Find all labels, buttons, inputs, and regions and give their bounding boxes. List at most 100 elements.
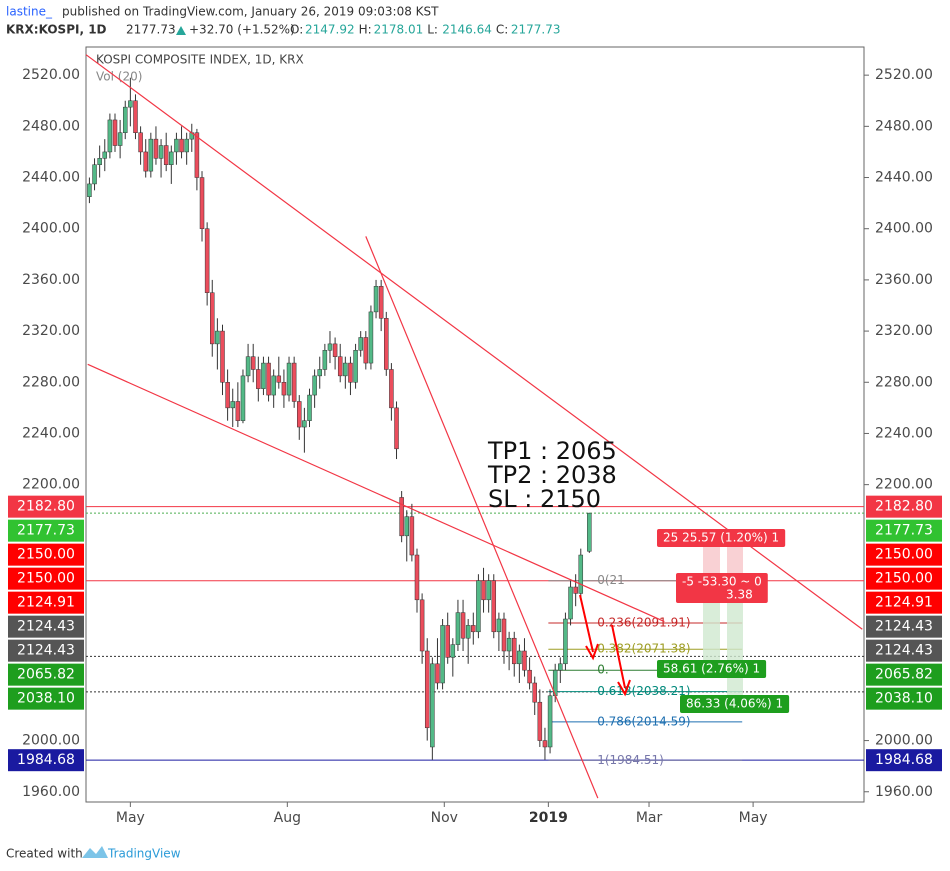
annotation: SL : 2150 [488, 485, 601, 513]
price-label-box [8, 687, 84, 710]
candle-body [542, 740, 548, 748]
candle-body [302, 420, 307, 428]
y-tick-label: 2440.00 [875, 170, 933, 186]
price-label-box [866, 591, 942, 614]
footer-created: Created with [6, 847, 83, 861]
candle-body [506, 637, 512, 652]
candle-body [394, 407, 399, 450]
y-tick-label: 2520.00 [22, 67, 80, 83]
plot-frame [85, 46, 865, 803]
candle-body [250, 356, 256, 370]
candle-body [399, 497, 404, 537]
price-label-box [866, 615, 942, 638]
candle-body [532, 682, 537, 703]
candle-body [358, 337, 363, 351]
price-label-box [866, 663, 942, 686]
y-tick-label: 2520.00 [875, 67, 933, 83]
candle-body [445, 625, 450, 658]
footer-brand[interactable]: TradingView [107, 847, 181, 861]
position-box [657, 660, 767, 678]
price-label-box [8, 615, 84, 638]
candle-body [430, 663, 435, 748]
price-label-box [866, 519, 942, 542]
candle-body [276, 375, 282, 383]
candle-body [97, 158, 102, 165]
price-label-box [8, 639, 84, 662]
arrow [579, 594, 631, 697]
y-tick-label: 2280.00 [875, 374, 933, 390]
candle-body [501, 618, 507, 652]
user[interactable]: lastine_ [6, 5, 53, 19]
ohlc-value: 2178.01 [374, 23, 424, 37]
candle-body [133, 100, 138, 133]
candle-body [460, 612, 466, 639]
candle-body [373, 286, 379, 313]
ohlc-value: 2177.73 [511, 23, 561, 37]
ohlc-key: C: [496, 23, 508, 37]
price-label: 1984.68 [875, 752, 933, 768]
candle-body [204, 228, 210, 293]
candle-body [409, 516, 415, 556]
candle-body [414, 554, 420, 601]
y-tick-label: 2400.00 [22, 221, 80, 237]
annotation: TP2 : 2038 [487, 461, 617, 489]
position-box [657, 529, 786, 547]
chart-title: KOSPI COMPOSITE INDEX, 1D, KRX [96, 53, 304, 67]
candle-body [215, 330, 220, 345]
candle-body [486, 580, 491, 601]
reward-zone [727, 600, 743, 700]
fib-label: 0.618(2038.21) [597, 684, 690, 698]
candle-body [291, 362, 297, 402]
candle-body [194, 132, 200, 178]
price-label-box [866, 495, 942, 518]
price-label: 2065.82 [875, 667, 933, 683]
price-label-box [866, 687, 942, 710]
candle-body [517, 650, 522, 665]
logo [82, 846, 108, 858]
candle-body [138, 132, 143, 153]
x-tick-label: May [739, 810, 768, 826]
fib-label: 0.236(2091.91) [597, 615, 690, 629]
y-tick-label: 2320.00 [875, 323, 933, 339]
trendline [87, 363, 665, 623]
price-label: 2124.43 [17, 619, 75, 635]
candle-body [286, 362, 292, 396]
candle-body [578, 554, 584, 594]
candle-body [363, 337, 369, 364]
price-label: 1984.68 [17, 752, 75, 768]
candle-body [389, 369, 394, 409]
price-label: 2124.91 [17, 595, 75, 611]
y-tick-label: 2240.00 [22, 425, 80, 441]
candle-body [220, 330, 225, 383]
trendline [365, 236, 599, 799]
price-label-box [8, 663, 84, 686]
candle-body [271, 375, 276, 396]
y-tick-label: 2320.00 [22, 323, 80, 339]
candle-body [450, 644, 456, 658]
position-label: -5 -53.30 ~ 0 [682, 575, 762, 589]
y-tick-label: 1960.00 [22, 784, 80, 800]
candle-body [337, 356, 343, 377]
candle-body [343, 362, 348, 377]
price-label-box [8, 519, 84, 542]
fib-label: 0.786(2014.59) [597, 714, 690, 728]
candle-body [424, 650, 430, 729]
candle-body [312, 375, 317, 396]
candle-body [573, 586, 578, 594]
candle-body [158, 145, 164, 159]
candle-body [481, 580, 486, 601]
candle-body [322, 350, 328, 370]
candle-body [117, 132, 123, 146]
candle-body [199, 177, 205, 229]
y-tick-label: 2400.00 [875, 221, 933, 237]
price-label: 2038.10 [875, 691, 933, 707]
price-label-box [866, 749, 942, 772]
y-tick-label: 2200.00 [22, 477, 80, 493]
candle-body [184, 138, 189, 153]
price-label: 2150.00 [17, 547, 75, 563]
price-label: 2065.82 [17, 667, 75, 683]
candle-body [235, 401, 241, 421]
x-tick-label: Nov [431, 810, 458, 826]
